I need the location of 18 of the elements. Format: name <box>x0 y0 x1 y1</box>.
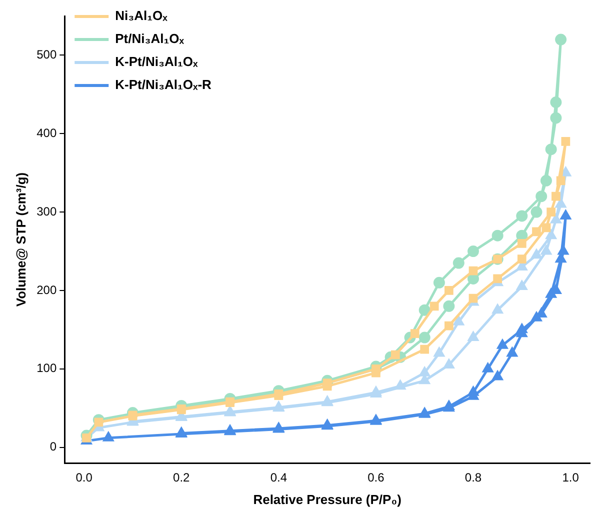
y-tick-label: 100 <box>36 361 57 376</box>
x-tick-label: 0.0 <box>76 470 93 485</box>
y-tick-label: 0 <box>50 440 57 454</box>
legend-label: Ni₃Al₁Oₓ <box>115 8 168 24</box>
legend-label: Pt/Ni₃Al₁Oₓ <box>115 31 184 46</box>
y-axis-title: Volume@ STP (cm³/g) <box>13 172 28 307</box>
y-tick-label: 400 <box>36 126 57 140</box>
x-tick-label: 0.6 <box>368 470 385 485</box>
x-tick-label: 0.2 <box>173 470 190 485</box>
x-tick-label: 1.0 <box>562 470 580 485</box>
x-tick-label: 0.4 <box>270 470 288 485</box>
x-axis-title: Relative Pressure (P/P₀) <box>253 492 402 507</box>
y-tick-label: 300 <box>36 204 57 218</box>
legend-label: K-Pt/Ni₃Al₁Oₓ <box>115 54 198 70</box>
y-tick-label: 200 <box>36 282 57 297</box>
x-tick-label: 0.8 <box>464 470 482 485</box>
legend-label: K-Pt/Ni₃Al₁Oₓ-R <box>115 77 212 92</box>
y-tick-label: 500 <box>36 48 57 62</box>
